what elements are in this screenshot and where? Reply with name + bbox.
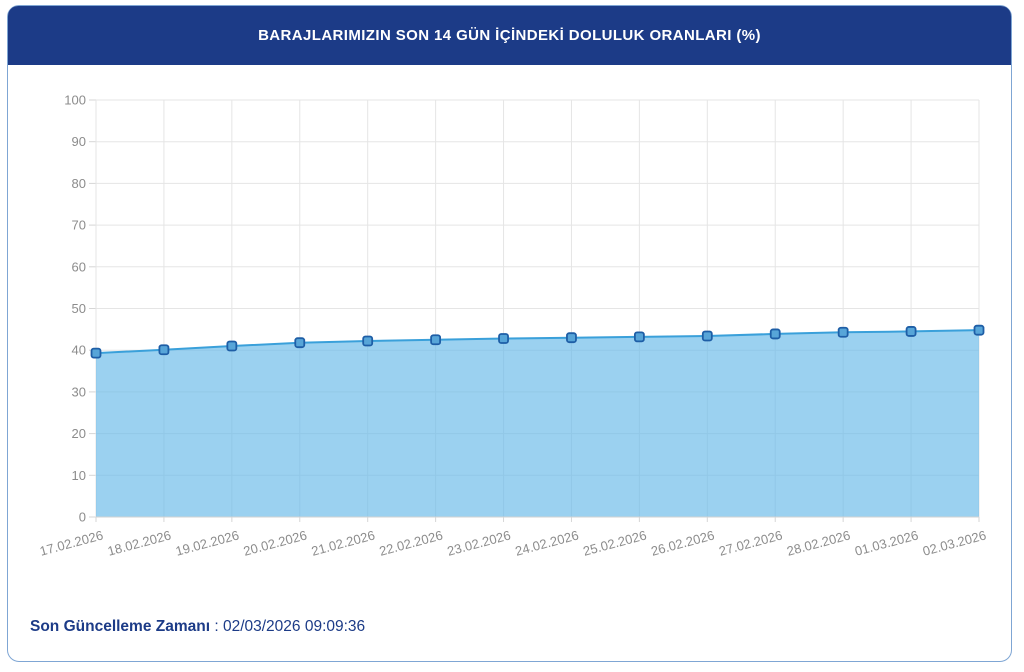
series-line [95,329,980,355]
page-title: BARAJLARIMIZIN SON 14 GÜN İÇİNDEKİ DOLUL… [258,27,761,44]
x-axis-label: 22.02.2026 [378,527,445,558]
last-update-separator: : [210,618,223,635]
dam-fill-area-chart[interactable]: 0 10 20 30 40 50 60 70 80 90 100 17.02.2026 18.02.20… [8,70,1009,582]
x-axis-label-group: 02.03.2026 [921,527,988,558]
y-axis-label: 80 [72,176,86,191]
data-point-marker[interactable] [566,332,577,344]
y-axis-label: 50 [72,301,86,316]
x-axis-label-group: 27.02.2026 [717,527,784,558]
x-axis-label-group: 25.02.2026 [581,527,648,558]
x-axis-label-group: 21.02.2026 [310,527,377,558]
x-axis-label-group: 28.02.2026 [785,527,852,558]
data-point-marker[interactable] [837,326,849,338]
x-axis-label: 23.02.2026 [446,527,513,558]
y-axis-label: 0 [79,510,86,525]
data-point-marker[interactable] [498,333,509,344]
dam-status-card: BARAJLARIMIZIN SON 14 GÜN İÇİNDEKİ DOLUL… [7,5,1012,662]
data-point-marker[interactable] [769,328,781,340]
chart-title-bar: BARAJLARIMIZIN SON 14 GÜN İÇİNDEKİ DOLUL… [8,6,1011,65]
data-point-marker[interactable] [633,331,645,343]
x-axis-label: 02.03.2026 [921,527,988,558]
data-point-marker[interactable] [226,340,238,352]
y-axis-label: 10 [72,468,86,483]
y-axis-label: 20 [72,426,86,441]
x-axis-label: 26.02.2026 [649,527,716,558]
last-update-line: Son Güncelleme Zamanı : 02/03/2026 09:09… [30,618,365,636]
y-axis-label: 90 [72,134,86,149]
x-axis-label: 17.02.2026 [38,527,105,558]
x-axis-label-group: 23.02.2026 [446,527,513,558]
x-axis-label-group: 17.02.2026 [38,527,105,558]
y-axis-label: 40 [72,343,86,358]
x-axis-label-group: 22.02.2026 [378,527,445,558]
data-point-marker[interactable] [362,335,374,347]
last-update-value: 02/03/2026 09:09:36 [222,618,366,635]
x-axis-label: 19.02.2026 [174,527,241,558]
data-point-marker[interactable] [90,347,102,359]
data-point-marker[interactable] [973,324,985,336]
last-update-label: Son Güncelleme Zamanı [30,618,211,635]
y-axis-label: 70 [72,218,86,233]
x-axis-label: 18.02.2026 [106,527,173,558]
x-axis-label-group: 24.02.2026 [513,527,580,558]
area-fill [96,330,979,517]
x-axis-label-group: 18.02.2026 [106,527,173,558]
x-axis-label: 27.02.2026 [717,527,784,558]
y-axis-label: 100 [64,93,86,108]
x-axis-label: 21.02.2026 [310,527,377,558]
x-axis-label-group: 19.02.2026 [174,527,241,558]
data-point-marker[interactable] [158,344,170,356]
data-point-marker[interactable] [294,337,306,349]
x-axis-label: 20.02.2026 [242,527,309,558]
data-point-marker[interactable] [905,326,917,337]
x-axis-label: 28.02.2026 [785,527,852,558]
x-axis-label: 24.02.2026 [513,527,580,558]
y-axis-label: 30 [72,384,86,399]
x-axis-label-group: 26.02.2026 [649,527,716,558]
data-point-marker[interactable] [701,330,713,342]
y-axis-label: 60 [72,259,86,274]
x-axis-label: 25.02.2026 [581,527,648,558]
data-point-marker[interactable] [430,334,442,346]
x-axis-label-group: 20.02.2026 [242,527,309,558]
x-axis-label-group: 01.03.2026 [853,527,920,558]
x-axis-label: 01.03.2026 [853,527,920,558]
